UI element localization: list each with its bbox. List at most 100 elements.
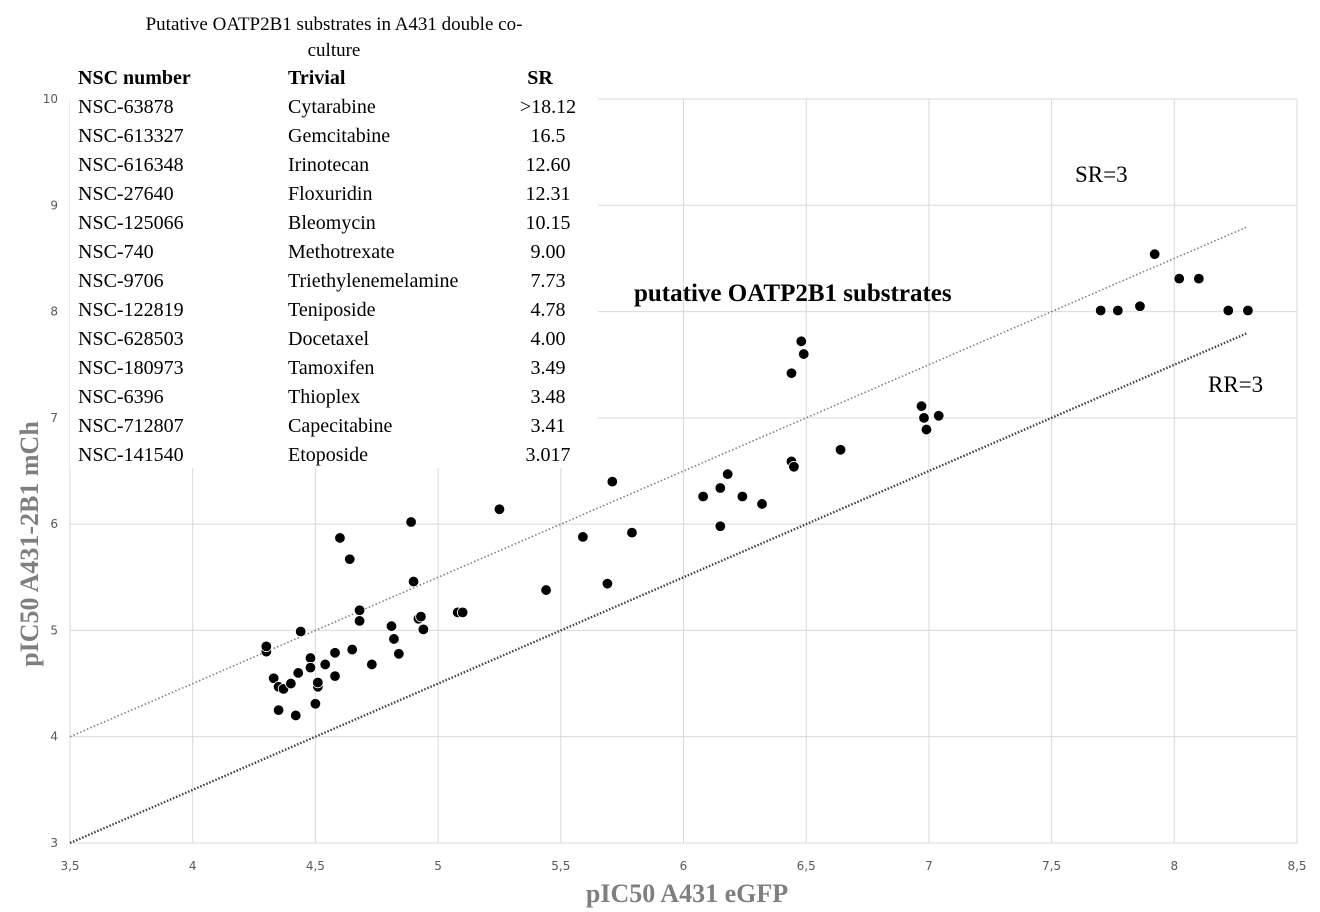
data-point: [918, 412, 930, 424]
table-cell: 12.31: [526, 183, 571, 205]
data-point: [346, 643, 358, 656]
data-point: [329, 670, 341, 682]
data-point: [606, 475, 619, 488]
data-point: [344, 553, 356, 565]
data-point: [329, 647, 341, 659]
table-cell: 3.41: [531, 415, 566, 437]
data-points: [260, 248, 1254, 722]
data-point: [756, 498, 768, 510]
data-point: [292, 667, 304, 679]
x-tick-label: 4,5: [306, 859, 325, 873]
data-point: [272, 704, 285, 716]
y-tick-label: 5: [50, 623, 58, 637]
table-cell: 7.73: [531, 270, 566, 292]
table-cell: 4.00: [531, 328, 566, 350]
table-cell: NSC-6396: [78, 386, 164, 408]
data-point: [285, 677, 297, 690]
table-cell: Floxuridin: [288, 183, 372, 205]
table-cell: 4.78: [531, 299, 566, 321]
table-cell: Capecitabine: [288, 415, 393, 437]
table-cell: NSC-613327: [78, 125, 184, 147]
data-point: [933, 410, 945, 422]
data-point: [407, 575, 420, 588]
data-point: [1193, 272, 1205, 285]
x-tick-label: 7,5: [1042, 859, 1061, 873]
table-cell: Gemcitabine: [288, 125, 390, 147]
data-point: [309, 698, 322, 710]
data-point: [260, 640, 273, 653]
data-point: [721, 468, 734, 480]
table-title: Putative OATP2B1 substrates in A431 doub…: [146, 14, 523, 35]
data-point: [417, 623, 430, 636]
x-tick-label: 6,5: [797, 859, 816, 873]
table-cell: 10.15: [526, 212, 571, 234]
table-cell: Tamoxifen: [288, 357, 374, 379]
data-point: [601, 577, 614, 590]
data-point: [267, 672, 280, 684]
data-point: [785, 367, 798, 379]
y-tick-label: 4: [50, 730, 58, 744]
reference-lines: [69, 225, 1249, 845]
y-tick-label: 6: [50, 517, 58, 531]
table-cell: 16.5: [531, 125, 566, 147]
table-cell: 3.48: [531, 386, 566, 408]
table-cell: 3.49: [531, 357, 566, 379]
x-tick-label: 4: [189, 859, 197, 873]
x-tick-label: 8,5: [1287, 859, 1306, 873]
region-label: putative OATP2B1 substrates: [634, 280, 952, 307]
data-point: [353, 604, 366, 616]
data-point: [834, 444, 847, 456]
data-point: [915, 400, 928, 412]
table-header: SR: [527, 67, 553, 89]
data-point: [920, 423, 933, 436]
table-cell: NSC-141540: [78, 444, 184, 466]
rr-line-label: RR=3: [1208, 372, 1263, 397]
x-tick-label: 5,5: [551, 859, 570, 873]
x-axis-title: pIC50 A431 eGFP: [586, 879, 788, 908]
data-point: [795, 335, 807, 348]
data-point: [1242, 304, 1254, 317]
data-point: [697, 490, 709, 503]
table-cell: Triethylenemelamine: [288, 270, 458, 292]
data-point: [1222, 304, 1234, 317]
table-background: [70, 90, 598, 468]
table-cell: NSC-63878: [78, 96, 174, 118]
data-point: [388, 633, 400, 645]
data-point: [788, 461, 800, 473]
data-point: [626, 526, 638, 539]
table-cell: Cytarabine: [288, 96, 376, 118]
y-tick-label: 3: [50, 836, 58, 850]
x-tick-label: 7: [925, 859, 933, 873]
data-point: [1134, 300, 1146, 312]
x-tick-label: 8: [1170, 859, 1178, 873]
data-point: [1173, 272, 1185, 285]
data-point: [736, 490, 749, 503]
data-point: [304, 661, 317, 674]
data-point: [577, 531, 589, 543]
table-cell: Bleomycin: [288, 212, 376, 234]
y-tick-label: 7: [50, 411, 58, 425]
table-cell: NSC-712807: [78, 415, 184, 437]
data-point: [319, 658, 331, 671]
sr-line-label: SR=3: [1075, 162, 1128, 187]
table-header: NSC number: [78, 67, 191, 89]
x-tick-label: 3,5: [60, 859, 79, 873]
x-tick-label: 5: [434, 859, 442, 873]
reference-line: [69, 225, 1249, 738]
data-point: [415, 610, 427, 623]
table-title-line2: culture: [308, 40, 361, 61]
y-axis-title: pIC50 A431-2B1 mCh: [15, 421, 44, 667]
data-point: [353, 615, 366, 627]
rr-label-background: [1196, 365, 1286, 417]
table-cell: 9.00: [531, 241, 566, 263]
table-cell: >18.12: [520, 96, 576, 118]
table-cell: 12.60: [526, 154, 571, 176]
data-point: [312, 676, 324, 689]
data-point: [714, 520, 727, 532]
substrate-table: Putative OATP2B1 substrates in A431 doub…: [78, 14, 576, 466]
table-cell: Thioplex: [288, 386, 360, 408]
table-cell: Etoposide: [288, 444, 368, 466]
data-point: [366, 658, 378, 671]
table-cell: Irinotecan: [288, 154, 369, 176]
